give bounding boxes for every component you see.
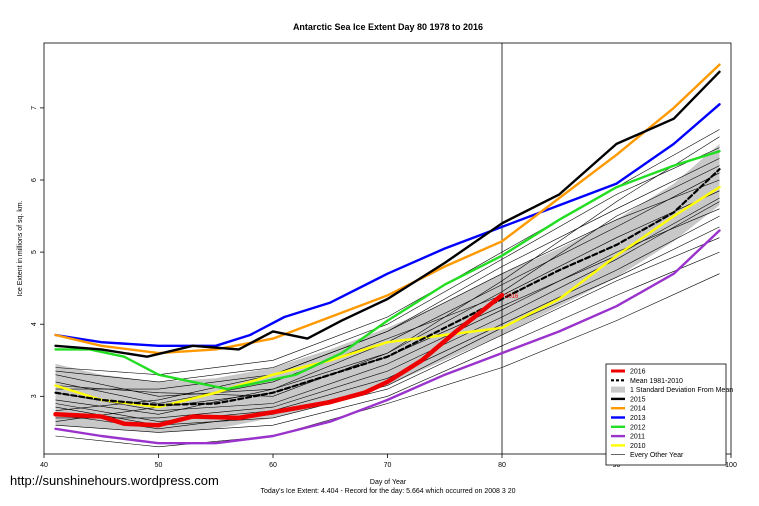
legend-label: Mean 1981-2010 xyxy=(630,378,683,385)
other-year-line xyxy=(55,201,720,419)
other-year-line xyxy=(55,190,720,404)
x-tick-label: 50 xyxy=(155,462,163,469)
marker-label: 2016 xyxy=(505,294,519,300)
legend-label: 2015 xyxy=(630,396,646,403)
footer-note: Today's Ice Extent: 4.404 - Record for t… xyxy=(260,488,515,495)
watermark-url[interactable]: http://sunshinehours.wordpress.com xyxy=(10,473,219,488)
y-tick-label: 6 xyxy=(31,178,38,182)
legend-label: 1 Standard Deviation From Mean xyxy=(630,387,733,394)
axes: 40 50 60 70 80 90 100 3 4 5 6 7 xyxy=(31,42,737,469)
legend-label: 2016 xyxy=(630,369,646,376)
series-line-mean-1981-2010 xyxy=(54,168,721,407)
legend-label: 2010 xyxy=(630,443,646,450)
x-tick-label: 40 xyxy=(40,462,48,469)
x-tick-label: 70 xyxy=(384,462,392,469)
y-tick-label: 3 xyxy=(31,394,38,398)
legend-label: 2012 xyxy=(630,424,646,431)
y-tick-label: 7 xyxy=(31,106,38,110)
y-tick-label: 5 xyxy=(31,250,38,254)
legend-label: Every Other Year xyxy=(630,452,684,459)
series-line-2015 xyxy=(54,70,721,358)
plot-area: 2016 xyxy=(53,43,721,454)
other-year-line xyxy=(55,179,720,411)
x-axis-label: Day of Year xyxy=(370,479,407,486)
other-year-line xyxy=(55,165,720,397)
x-tick-label: 80 xyxy=(498,462,506,469)
other-year-line xyxy=(55,273,720,448)
series-line-2014 xyxy=(54,63,721,355)
legend-label: 2014 xyxy=(630,406,646,413)
legend-label: 2013 xyxy=(630,415,646,422)
x-tick-label: 90 xyxy=(613,462,621,469)
other-year-line xyxy=(55,226,720,430)
legend-swatch-band xyxy=(611,386,625,393)
chart-title: Antarctic Sea Ice Extent Day 80 1978 to … xyxy=(293,22,483,32)
series-line-2011 xyxy=(54,229,721,445)
legend-box xyxy=(605,363,727,466)
series-line-2012 xyxy=(54,149,721,391)
legend: 2016 Mean 1981-2010 1 Standard Deviation F… xyxy=(605,363,733,466)
other-year-line xyxy=(55,208,720,412)
series-line-2013 xyxy=(54,103,721,347)
legend-label: 2011 xyxy=(630,434,645,441)
series-line-2016 xyxy=(53,292,505,428)
other-year-line xyxy=(55,147,720,383)
x-tick-label: 100 xyxy=(725,462,737,469)
series-line-2010 xyxy=(54,185,721,409)
y-axis-label: Ice Extent in millions of sq. km. xyxy=(17,200,24,296)
x-tick-label: 60 xyxy=(269,462,277,469)
other-year-line xyxy=(55,215,720,422)
other-year-line xyxy=(55,251,720,433)
y-tick-label: 4 xyxy=(31,322,38,326)
